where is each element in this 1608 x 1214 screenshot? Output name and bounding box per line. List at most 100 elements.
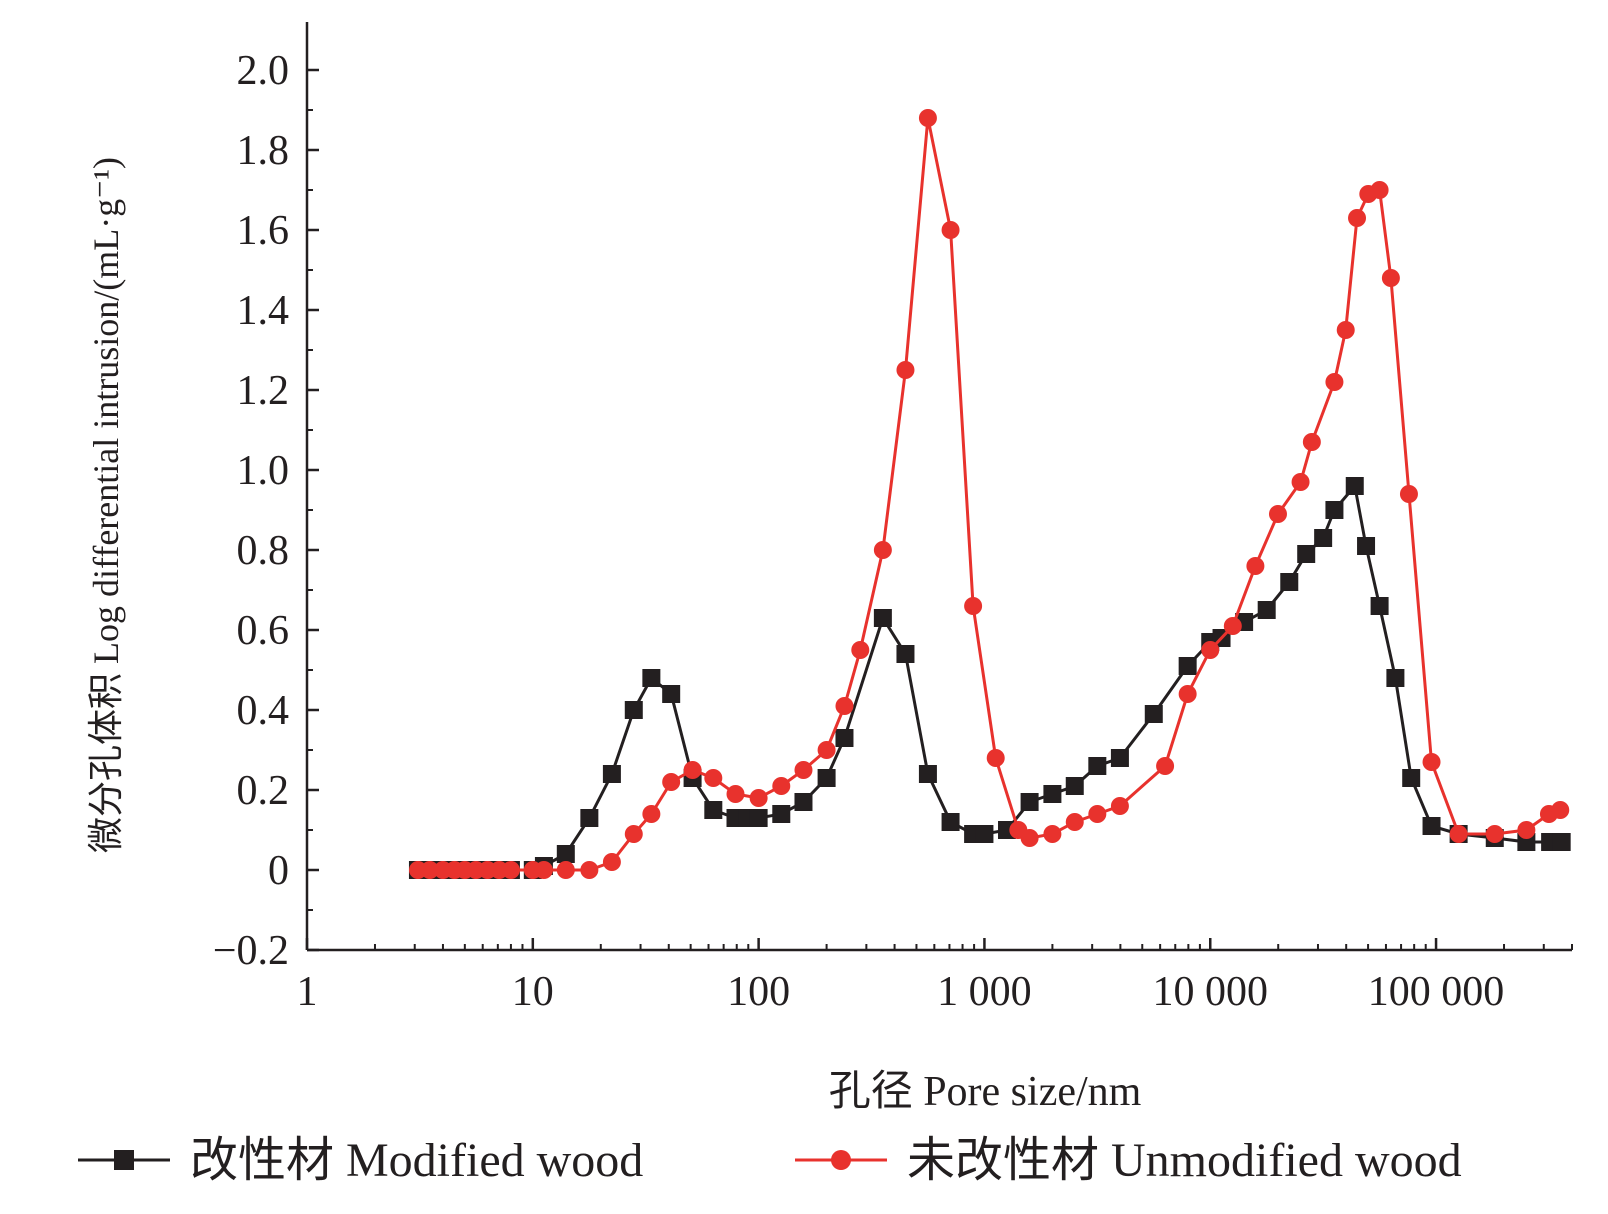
y-tick-label: 2.0 [237,48,290,94]
y-tick-label: −0.2 [213,928,289,974]
data-point [624,825,643,843]
legend-label: 未改性材 Unmodified wood [907,1134,1462,1187]
data-point [624,701,643,719]
data-point [1156,757,1175,775]
data-point [1088,757,1107,775]
data-point [1370,181,1389,199]
data-point [1297,545,1316,563]
x-tick-label: 100 [727,969,790,1015]
data-point [794,793,813,811]
data-point [1381,269,1400,287]
y-tick-label: 1.4 [237,288,290,334]
series-modified [408,477,1571,879]
data-point [556,845,575,863]
data-point [602,853,621,871]
data-point [1336,321,1355,339]
data-point [941,813,960,831]
y-tick-label: 1.6 [237,208,290,254]
data-point [580,809,599,827]
y-tick-label: 1.0 [237,448,290,494]
data-point [896,361,915,379]
x-tick-label: 10 [512,969,554,1015]
data-point [420,861,439,879]
data-point [1422,753,1441,771]
data-point [1223,617,1242,635]
data-point [1065,813,1084,831]
data-point [1178,685,1197,703]
data-point [556,861,575,879]
y-tick-label: 0.6 [237,608,290,654]
data-point [794,761,813,779]
data-point [683,761,702,779]
x-tick-label: 1 000 [937,969,1032,1015]
data-point [642,669,661,687]
data-point [704,769,723,787]
x-axis-label: 孔径 Pore size/nm [829,1069,1142,1115]
legend-item: 未改性材 Unmodified wood [795,1134,1462,1187]
data-point [1402,769,1421,787]
y-axis-label: 微分孔体积 Log differential intrusion/(mL·g⁻¹… [86,157,126,853]
data-point [1043,825,1062,843]
data-point [1551,801,1570,819]
data-point [772,777,791,795]
data-point [772,805,791,823]
data-point [662,685,681,703]
data-point [1357,537,1376,555]
data-point [704,801,723,819]
data-point [1517,821,1536,839]
data-point [1485,825,1504,843]
y-tick-label: 0.2 [237,768,290,814]
legend: 改性材 Modified wood 未改性材 Unmodified wood [78,1134,1462,1187]
data-point [580,861,599,879]
data-point [1110,749,1129,767]
data-point [1268,505,1287,523]
series-layer [408,109,1571,879]
data-point [1065,777,1084,795]
data-point [1257,601,1276,619]
data-point [1325,501,1344,519]
data-point [749,789,768,807]
data-point [1552,833,1571,851]
data-point [1370,597,1389,615]
data-point [817,741,836,759]
data-point [986,749,1005,767]
data-point [1399,485,1418,503]
legend-item: 改性材 Modified wood [78,1134,643,1187]
data-point [975,825,994,843]
y-tick-label: 1.2 [237,368,290,414]
data-point [662,773,681,791]
data-point [1348,209,1367,227]
data-point [642,805,661,823]
data-point [1088,805,1107,823]
legend-label: 改性材 Modified wood [190,1134,643,1187]
data-point [918,765,937,783]
legend-marker [831,1150,851,1170]
data-point [873,609,892,627]
data-point [1144,705,1163,723]
data-point [1280,573,1299,591]
data-point [749,809,768,827]
data-point [1386,669,1405,687]
data-point [817,769,836,787]
x-tick-label: 1 [297,969,318,1015]
data-point [918,109,937,127]
data-point [1422,817,1441,835]
data-point [1043,785,1062,803]
data-point [1314,529,1333,547]
data-point [1201,641,1220,659]
x-tick-label: 100 000 [1368,969,1505,1015]
data-point [1178,657,1197,675]
legend-marker [114,1150,134,1170]
data-point [964,597,983,615]
data-point [726,785,745,803]
y-tick-label: 0 [268,848,289,894]
data-point [896,645,915,663]
data-point [1246,557,1265,575]
data-point [941,221,960,239]
data-point [1020,793,1039,811]
data-point [835,729,854,747]
data-point [1345,477,1364,495]
data-point [835,697,854,715]
axes: −0.2 0 0.2 0.4 0.6 0.8 1.0 1.2 1.4 1.6 1.8 2.0 1 10 10… [213,22,1573,1015]
